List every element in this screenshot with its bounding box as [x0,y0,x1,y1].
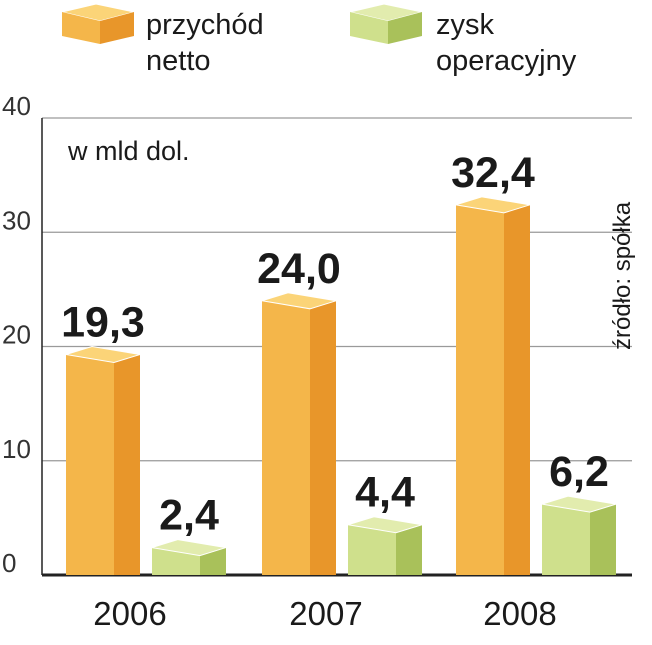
bar-side-face [590,504,616,575]
bar-top-face [541,495,617,513]
legend-swatch-0 [61,3,135,44]
bar-top-face [151,539,227,557]
data-label: 32,4 [451,149,535,197]
data-label: 19,3 [61,298,145,346]
bar-top-face [65,345,141,364]
y-tick-label: 40 [2,91,31,121]
bar-series-1 [347,516,423,575]
legend-swatch-side [388,12,422,44]
bar-front-face [542,504,590,575]
bar-front-face [66,354,114,575]
data-label: 2,4 [159,492,219,540]
legend-swatch-front [62,12,100,44]
grid: 0 10 20 30 40 [2,91,632,578]
bar-side-face [396,524,422,575]
bar-top-face [455,196,531,214]
x-tick-label: 2008 [483,595,556,632]
x-tick-label: 2006 [93,595,166,632]
legend-label: netto [146,45,211,77]
y-tick-label: 0 [2,548,16,578]
legend-label: przychód [146,9,264,41]
x-tick-label: 2007 [289,595,362,632]
legend: przychód netto zysk operacyjny [61,3,577,77]
bar-front-face [348,524,396,575]
bar-side-face [504,204,530,575]
bars [65,196,617,575]
y-tick-label: 30 [2,205,31,235]
y-tick-label: 10 [2,434,31,464]
y-tick-label: 20 [2,320,31,350]
bar-series-0 [455,196,531,575]
bar-top-face [261,292,337,310]
legend-swatch-side [100,12,134,44]
bar-side-face [310,300,336,575]
bar-series-0 [261,292,337,575]
bar-series-0 [65,345,141,575]
bar-front-face [456,204,504,575]
legend-label: zysk [436,9,495,41]
bar-front-face [262,300,310,575]
bar-side-face [114,354,140,575]
legend-swatch-front [350,12,388,44]
bar-top-face [347,516,423,534]
source-label: źródło: spółka [609,201,636,350]
bar-series-1 [541,495,617,575]
data-label: 6,2 [549,448,609,496]
data-label: 4,4 [355,469,415,517]
legend-label: operacyjny [436,45,577,77]
legend-swatch-1 [349,3,423,44]
bar-front-face [152,547,200,575]
bar-side-face [200,547,226,575]
unit-label: w mld dol. [67,136,190,166]
bar-series-1 [151,539,227,575]
labels: 19,3 2,4 2006 24,0 4,4 2007 32,4 6,2 2008 [61,149,609,632]
data-label: 24,0 [257,245,341,293]
